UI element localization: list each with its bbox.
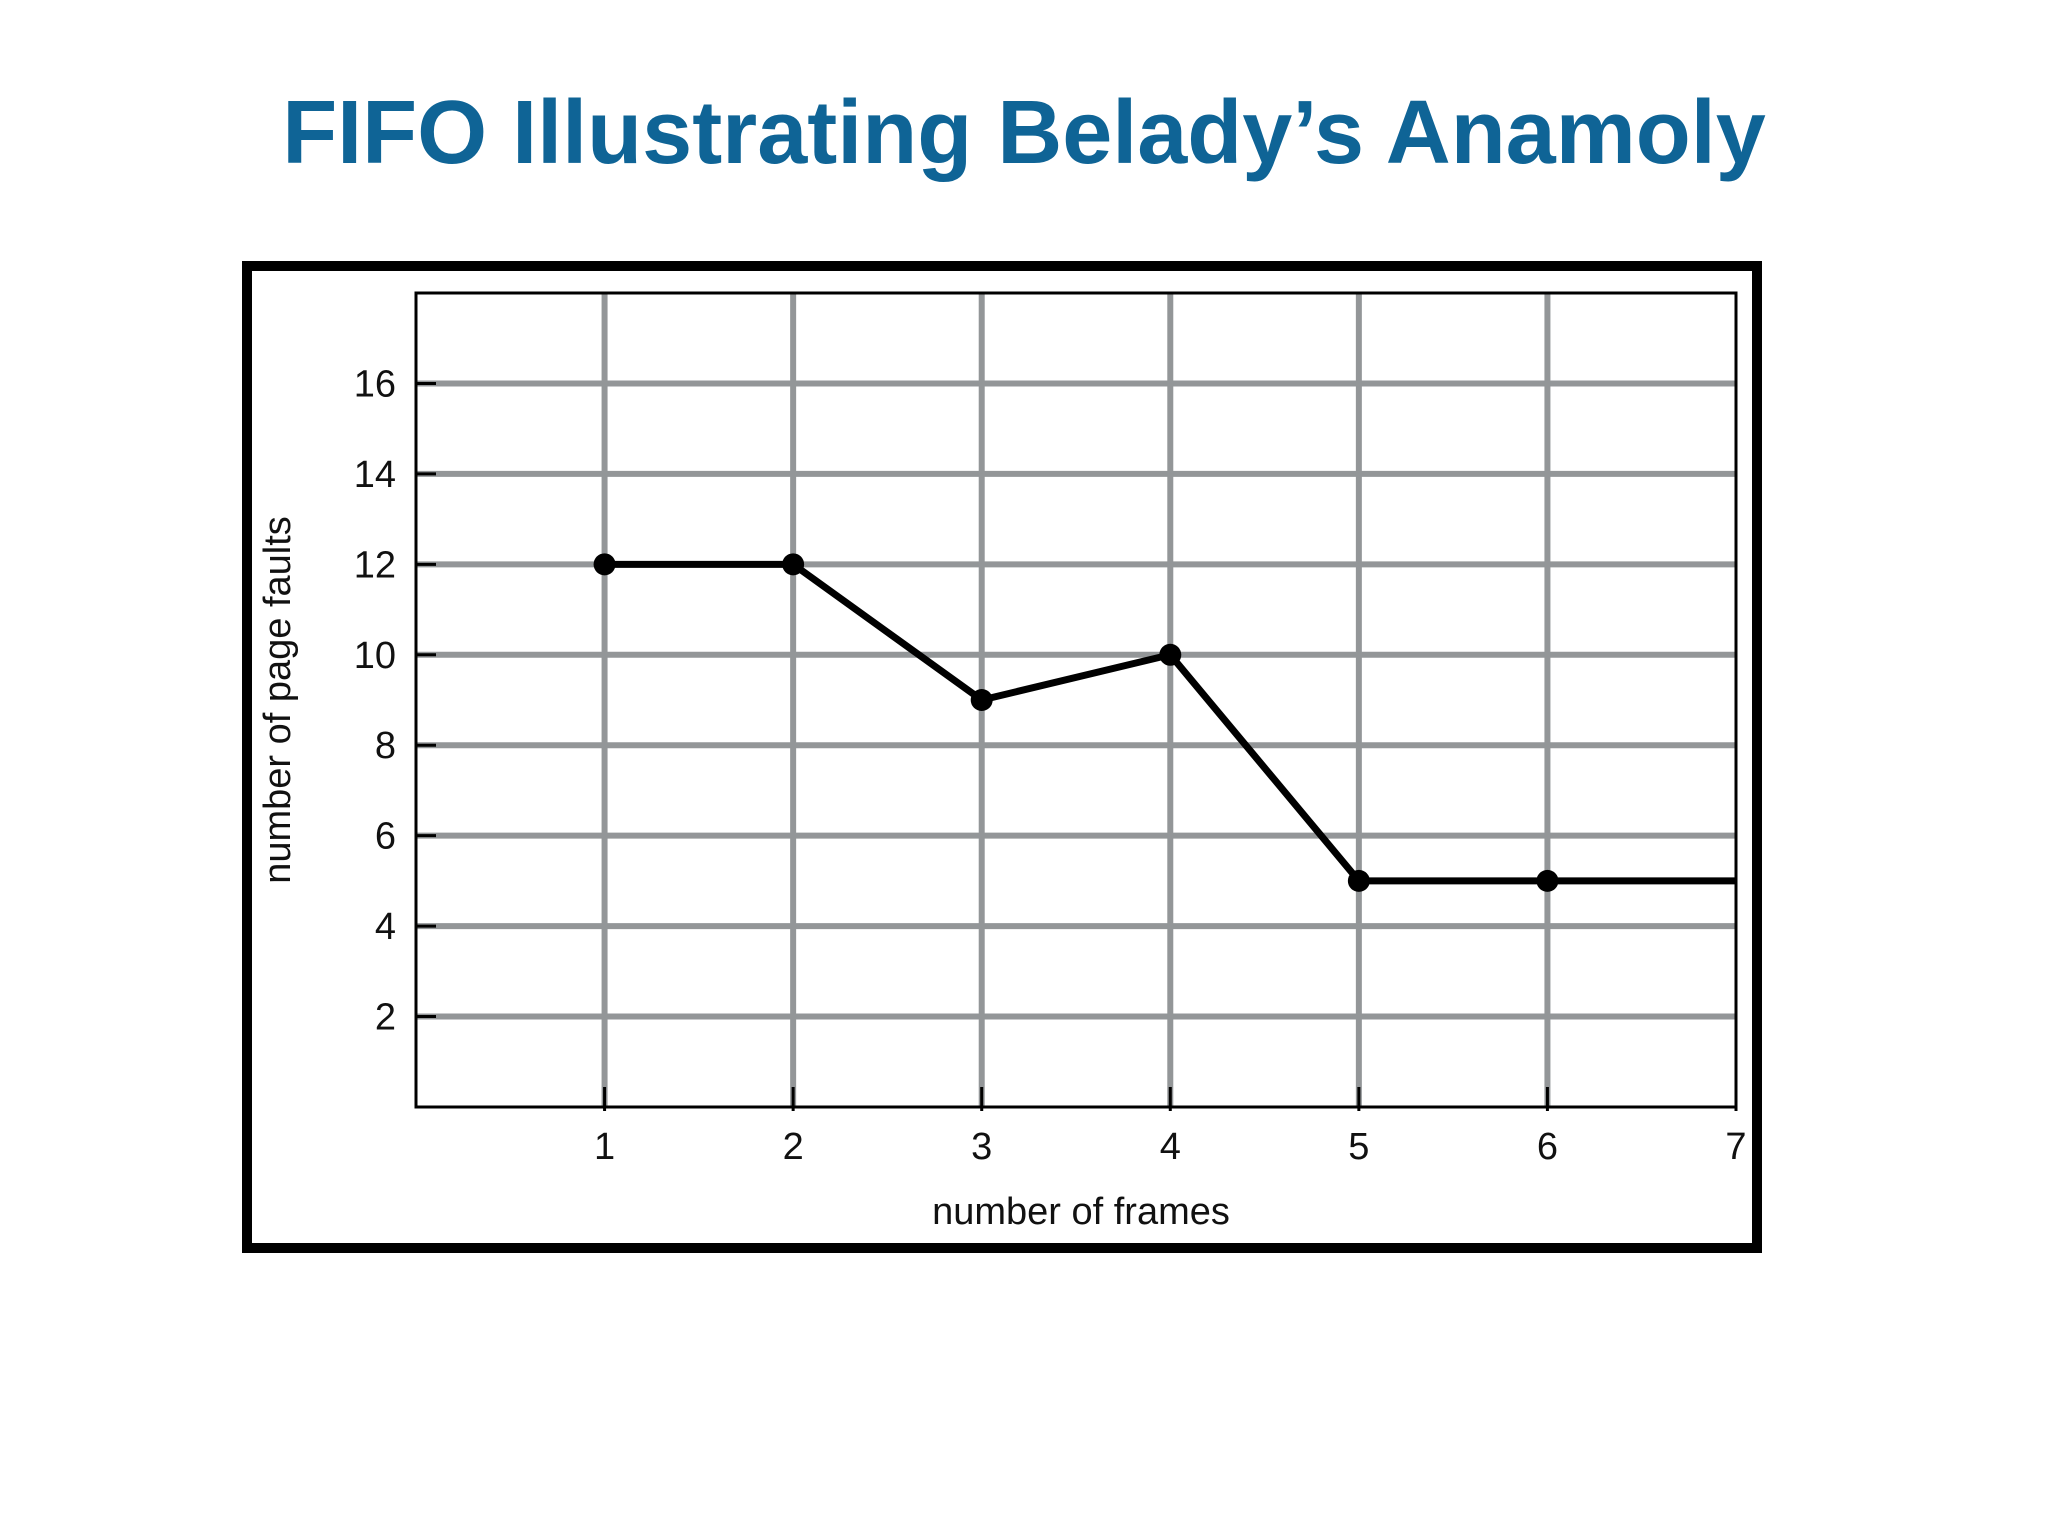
x-tick-label: 1 bbox=[594, 1126, 615, 1168]
data-point bbox=[970, 689, 993, 711]
x-tick-label: 4 bbox=[1160, 1126, 1181, 1168]
x-axis-label: number of frames bbox=[932, 1191, 1230, 1233]
x-tick-label: 5 bbox=[1348, 1126, 1369, 1168]
slide-title: FIFO Illustrating Belady’s Anamoly bbox=[282, 83, 1766, 183]
plot-border bbox=[414, 291, 1738, 1109]
x-tick-label: 6 bbox=[1537, 1126, 1558, 1168]
y-tick-label: 2 bbox=[375, 997, 396, 1039]
data-point bbox=[1347, 869, 1370, 892]
x-tick-label: 7 bbox=[1725, 1126, 1746, 1168]
data-point bbox=[1159, 643, 1182, 666]
y-axis-label: number of page faults bbox=[257, 516, 299, 884]
series-layer bbox=[593, 553, 1736, 892]
x-tick-label: 2 bbox=[783, 1126, 804, 1168]
y-tick-label: 4 bbox=[375, 906, 396, 948]
plot-axes bbox=[414, 291, 1738, 1111]
data-point bbox=[1536, 869, 1559, 892]
y-tick-label: 14 bbox=[354, 454, 396, 496]
data-point bbox=[782, 553, 805, 576]
chart-frame bbox=[242, 261, 1762, 1253]
y-tick-label: 12 bbox=[354, 544, 396, 586]
grid-lines bbox=[416, 293, 1736, 1107]
y-tick-label: 6 bbox=[375, 816, 396, 858]
y-tick-label: 10 bbox=[354, 635, 396, 677]
x-tick-label: 3 bbox=[971, 1126, 992, 1168]
data-point bbox=[593, 553, 616, 576]
y-tick-label: 8 bbox=[375, 725, 396, 767]
y-tick-label: 16 bbox=[354, 363, 396, 405]
